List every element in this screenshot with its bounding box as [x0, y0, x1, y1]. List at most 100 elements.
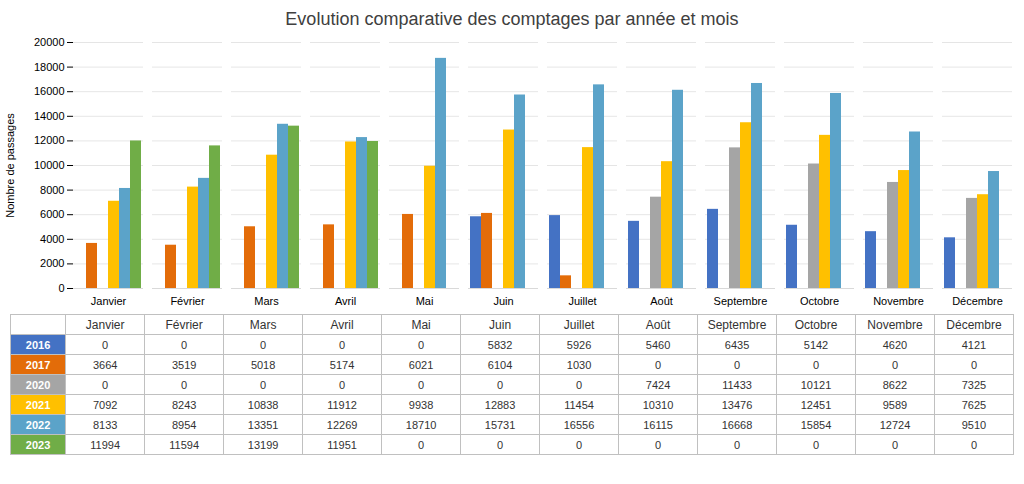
html-text:12883: 12883 — [484, 398, 516, 411]
html-text:Février: Février — [165, 317, 203, 332]
html-text:18710: 18710 — [405, 418, 437, 431]
html-text:Juillet: Juillet — [563, 317, 595, 332]
svg-text:Septembre: Septembre — [714, 295, 768, 307]
html-text:2023: 2023 — [25, 438, 51, 451]
html-text:6021: 6021 — [408, 358, 434, 371]
svg-text:Juin: Juin — [493, 295, 513, 307]
svg-text:Nombre de passages: Nombre de passages — [4, 113, 16, 218]
html-text:13351: 13351 — [247, 418, 279, 431]
svg-text:16000: 16000 — [34, 85, 65, 97]
html-text:11912: 11912 — [327, 398, 357, 411]
svg-text:Décembre: Décembre — [952, 295, 1003, 307]
svg-text:Janvier: Janvier — [91, 295, 127, 307]
html-text:Septembre: Septembre — [707, 317, 767, 332]
html-text:5926: 5926 — [566, 338, 592, 351]
html-text:12724: 12724 — [879, 418, 911, 431]
html-text:1030: 1030 — [566, 358, 592, 371]
svg-text:4000: 4000 — [40, 233, 64, 245]
html-text:7092: 7092 — [92, 398, 118, 411]
html-text:13476: 13476 — [721, 398, 753, 411]
html-text:11951: 11951 — [327, 438, 357, 451]
html-text:11454: 11454 — [564, 398, 594, 411]
html-text:0: 0 — [891, 358, 898, 371]
html-text:11433: 11433 — [722, 378, 752, 391]
html-text:6435: 6435 — [724, 338, 750, 351]
html-text:9510: 9510 — [961, 418, 987, 431]
svg-text:Octobre: Octobre — [800, 295, 839, 307]
html-text:4121: 4121 — [961, 338, 987, 351]
svg-text:Février: Février — [170, 295, 205, 307]
html-text:15731: 15731 — [484, 418, 516, 431]
html-text:5018: 5018 — [250, 358, 276, 371]
html-text:8622: 8622 — [882, 378, 908, 391]
svg-text:20000: 20000 — [34, 36, 65, 48]
html-text:13199: 13199 — [247, 438, 279, 451]
svg-text:6000: 6000 — [40, 208, 64, 220]
html-text:2016: 2016 — [25, 338, 51, 351]
html-text:Novembre: Novembre — [867, 317, 923, 332]
html-text:11594: 11594 — [169, 438, 199, 451]
svg-text:Mai: Mai — [416, 295, 434, 307]
svg-text:12000: 12000 — [34, 134, 65, 146]
html-text:Janvier: Janvier — [85, 317, 125, 332]
html-text:5832: 5832 — [487, 338, 513, 351]
svg-text:0: 0 — [58, 282, 64, 294]
html-text:5142: 5142 — [803, 338, 829, 351]
svg-text:Juillet: Juillet — [568, 295, 596, 307]
html-text:0: 0 — [812, 438, 820, 451]
html-text:7625: 7625 — [961, 398, 987, 411]
html-text:12451: 12451 — [800, 398, 832, 411]
html-text:10838: 10838 — [247, 398, 279, 411]
html-text:3664: 3664 — [92, 358, 118, 371]
html-text:0: 0 — [418, 338, 425, 351]
html-text:7325: 7325 — [961, 378, 987, 391]
html-text:8954: 8954 — [171, 418, 197, 431]
html-text:9589: 9589 — [882, 398, 908, 411]
html-text:11994: 11994 — [90, 438, 120, 451]
html-text:9938: 9938 — [408, 398, 434, 411]
html-text:10310: 10310 — [642, 398, 674, 411]
html-text:Evolution comparative des comp: Evolution comparative des comptages par … — [285, 9, 739, 29]
html-text:2017: 2017 — [25, 358, 51, 371]
html-text:5174: 5174 — [329, 358, 355, 371]
html-text:8133: 8133 — [92, 418, 118, 431]
svg-text:8000: 8000 — [40, 184, 64, 196]
html-text:16115: 16115 — [643, 418, 673, 431]
html-text:Juin: Juin — [489, 317, 512, 332]
html-text:7424: 7424 — [645, 378, 671, 391]
html-text:0: 0 — [260, 338, 267, 351]
html-text:6104: 6104 — [487, 358, 513, 371]
svg-text:10000: 10000 — [34, 159, 65, 171]
html-text:Août: Août — [645, 317, 671, 332]
svg-text:2000: 2000 — [40, 257, 64, 269]
html-text:0: 0 — [339, 338, 346, 351]
html-text:2022: 2022 — [25, 418, 51, 431]
html-text:16556: 16556 — [563, 418, 595, 431]
html-text:2021: 2021 — [25, 398, 51, 411]
svg-text:Avril: Avril — [335, 295, 356, 307]
html-text:2020: 2020 — [25, 378, 51, 391]
html-text:Octobre: Octobre — [794, 317, 838, 332]
html-text:12269: 12269 — [326, 418, 358, 431]
html-text:0: 0 — [181, 338, 188, 351]
svg-text:Mars: Mars — [254, 295, 279, 307]
html-text:0: 0 — [734, 358, 741, 371]
html-text:5460: 5460 — [645, 338, 671, 351]
html-text:15854: 15854 — [800, 418, 832, 431]
svg-text:14000: 14000 — [34, 110, 65, 122]
html-text:Mai: Mai — [411, 317, 431, 332]
html-text:Avril: Avril — [330, 317, 354, 332]
html-text:10121: 10121 — [800, 378, 832, 391]
svg-text:18000: 18000 — [34, 61, 65, 73]
html-text:Mars: Mars — [249, 317, 277, 332]
html-text:16668: 16668 — [721, 418, 753, 431]
html-text:0: 0 — [102, 338, 109, 351]
html-text:8243: 8243 — [171, 398, 197, 411]
svg-text:Août: Août — [650, 295, 673, 307]
html-text:Décembre: Décembre — [946, 317, 1002, 332]
html-text:4620: 4620 — [882, 338, 908, 351]
html-text:0: 0 — [812, 358, 820, 371]
html-text:3519: 3519 — [171, 358, 197, 371]
svg-text:Novembre: Novembre — [873, 295, 924, 307]
html-text:0: 0 — [655, 358, 662, 371]
